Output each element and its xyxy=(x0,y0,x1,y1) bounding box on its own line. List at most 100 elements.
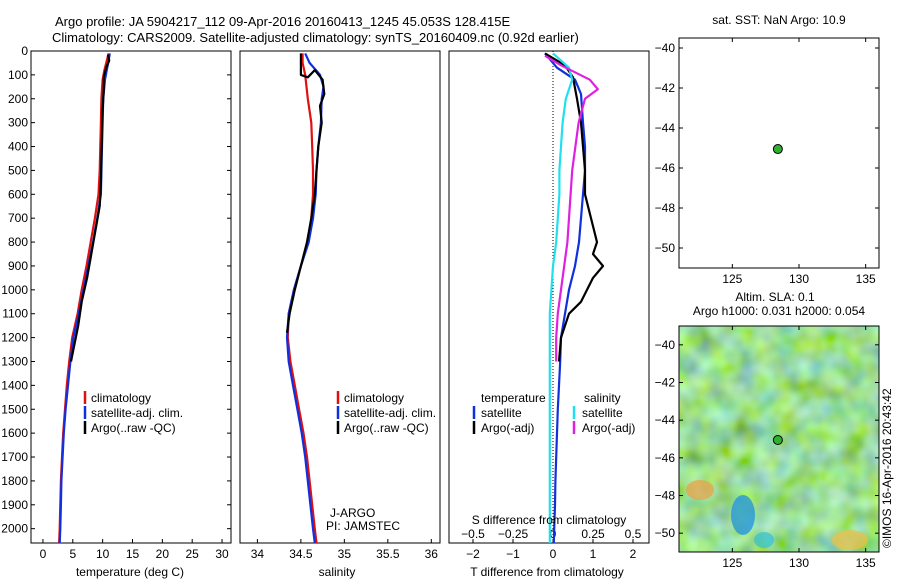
map-y-tick-label: −40 xyxy=(655,338,676,352)
x-tick-label: 10 xyxy=(96,547,110,561)
x-tick-label: 2 xyxy=(630,547,637,561)
imos-credit-label: ©IMOS 16-Apr-2016 20:43:42 xyxy=(880,388,894,548)
map-x-tick-label: 135 xyxy=(856,272,876,286)
sla-map-title-line2: Argo h1000: 0.031 h2000: 0.054 xyxy=(693,304,865,318)
legend-label-argo: Argo(..raw -QC) xyxy=(344,421,429,435)
s-difference-label: S difference from climatology xyxy=(472,513,627,527)
x-tick-label: −1 xyxy=(506,547,520,561)
sst-map-panel: sat. SST: NaN Argo: 10.9 125 130 135 −40 −42… xyxy=(655,13,880,286)
legend-label-temp-satellite: satellite xyxy=(481,406,522,420)
sst-map-ticks: 125 130 135 −40 −42 −44 −46 −48 −50 xyxy=(655,38,879,286)
y-tick-label: 1100 xyxy=(2,307,28,321)
series-line-temperature-satellite xyxy=(544,52,587,544)
sla-high-blob xyxy=(686,480,714,500)
map-y-tick-label: −46 xyxy=(655,161,676,175)
sla-map-title-line1: Altim. SLA: 0.1 xyxy=(735,290,815,304)
sla-map-frame xyxy=(678,325,880,553)
y-tick-label: 500 xyxy=(8,163,28,177)
x-tick-label: 34.5 xyxy=(289,547,313,561)
x-tick-label: 34 xyxy=(251,547,265,561)
x-tick-label: 1 xyxy=(590,547,597,561)
sst-map-points xyxy=(772,144,783,155)
sla-low-blob xyxy=(754,532,774,548)
temperature-x-label: temperature (deg C) xyxy=(76,565,184,579)
map-y-tick-label: −48 xyxy=(655,201,676,215)
x-tick-label: 0 xyxy=(550,547,557,561)
temperature-legend: climatology satellite-adj. clim. Argo(..… xyxy=(83,391,183,435)
salinity-plot-frame xyxy=(239,50,441,544)
legend-label-sal-satellite: satellite xyxy=(582,406,623,420)
x-tick-label: 30 xyxy=(215,547,229,561)
y-tick-label: 600 xyxy=(8,187,28,201)
y-tick-label: 1300 xyxy=(1,354,28,368)
difference-panel: −2 −1 0 1 2 −0.5 −0.25 0 0.25 0.5 S difference f… xyxy=(448,50,650,579)
y-tick-label: 1600 xyxy=(1,426,28,440)
y-tick-label: 1000 xyxy=(1,283,28,297)
temperature-plot-frame xyxy=(30,50,232,544)
series-line-argo-raw-qc xyxy=(69,54,111,362)
x-tick-label: −2 xyxy=(466,547,480,561)
s-difference-scale-labels: −0.5 −0.25 0 0.25 0.5 xyxy=(461,527,642,541)
y-tick-label: 800 xyxy=(8,235,28,249)
salinity-series xyxy=(285,52,326,544)
sla-map-ticks: 125 130 135 −40 −42 −44 −46 −48 −50 xyxy=(655,326,879,570)
s-scale-label: −0.5 xyxy=(461,527,485,541)
y-tick-label: 1200 xyxy=(1,331,28,345)
project-label: J-ARGO xyxy=(330,506,375,520)
x-tick-label: 0 xyxy=(40,547,47,561)
y-tick-label: 900 xyxy=(8,259,28,273)
y-tick-label: 1800 xyxy=(1,474,28,488)
series-line-salinity-satellite xyxy=(548,52,574,543)
x-tick-label: 25 xyxy=(186,547,200,561)
series-line-temperature-argo-adj xyxy=(544,52,605,362)
map-y-tick-label: −48 xyxy=(655,489,676,503)
map-x-tick-label: 125 xyxy=(722,272,742,286)
y-tick-label: 300 xyxy=(8,116,28,130)
map-y-tick-label: −46 xyxy=(655,451,676,465)
legend-label-sal-argo: Argo(-adj) xyxy=(582,421,635,435)
salinity-legend: climatology satellite-adj. clim. Argo(..… xyxy=(336,391,436,435)
map-x-tick-label: 135 xyxy=(856,556,876,570)
salinity-x-label: salinity xyxy=(319,565,356,579)
x-tick-label: 15 xyxy=(126,547,140,561)
pi-label: PI: JAMSTEC xyxy=(326,519,400,533)
temperature-x-ticks: 0 5 10 15 20 25 30 xyxy=(40,539,229,561)
sla-map-points xyxy=(772,434,783,445)
map-y-tick-label: −50 xyxy=(655,241,676,255)
x-tick-label: 35.5 xyxy=(376,547,400,561)
legend-label-temp-argo: Argo(-adj) xyxy=(481,421,534,435)
map-y-tick-label: −44 xyxy=(655,121,676,135)
map-y-tick-label: −42 xyxy=(655,81,676,95)
y-tick-label: 2000 xyxy=(1,522,28,536)
y-tick-label: 1900 xyxy=(1,498,28,512)
legend-label-climatology: climatology xyxy=(91,391,151,405)
t-difference-x-ticks: −2 −1 0 1 2 xyxy=(466,539,637,561)
t-difference-x-label: T difference from climatology xyxy=(470,565,624,579)
sla-map-panel: Altim. SLA: 0.1 Argo h1000: 0.031 h2000:… xyxy=(655,290,894,570)
legend-label-climatology: climatology xyxy=(344,391,404,405)
map-y-tick-label: −40 xyxy=(655,41,676,55)
series-line-argo-raw-qc xyxy=(285,53,326,333)
legend-label-satellite: satellite-adj. clim. xyxy=(91,406,183,420)
map-x-tick-label: 130 xyxy=(789,272,809,286)
s-scale-label: 0.25 xyxy=(581,527,605,541)
y-tick-label: 1700 xyxy=(1,450,28,464)
map-y-tick-label: −50 xyxy=(655,526,676,540)
map-y-tick-label: −42 xyxy=(655,376,676,390)
legend-header-salinity: salinity xyxy=(584,391,621,405)
sla-high-blob xyxy=(832,530,868,550)
x-tick-label: 5 xyxy=(69,547,76,561)
difference-series xyxy=(544,52,605,544)
map-x-tick-label: 125 xyxy=(722,556,742,570)
figure-title-line1: Argo profile: JA 5904217_112 09-Apr-2016… xyxy=(55,14,510,29)
figure-title-line2: Climatology: CARS2009. Satellite-adjuste… xyxy=(52,30,579,45)
salinity-panel: 34 34.5 35 35.5 36 salinity climatology sate… xyxy=(239,50,441,579)
y-tick-label: 1400 xyxy=(1,378,28,392)
y-tick-label: 700 xyxy=(8,211,28,225)
y-tick-label: 400 xyxy=(8,140,28,154)
s-scale-label: 0.5 xyxy=(625,527,642,541)
argo-float-location-marker xyxy=(772,144,783,155)
map-y-tick-label: −44 xyxy=(655,413,676,427)
difference-legend: temperature salinity satellite Argo(-adj… xyxy=(472,391,635,435)
